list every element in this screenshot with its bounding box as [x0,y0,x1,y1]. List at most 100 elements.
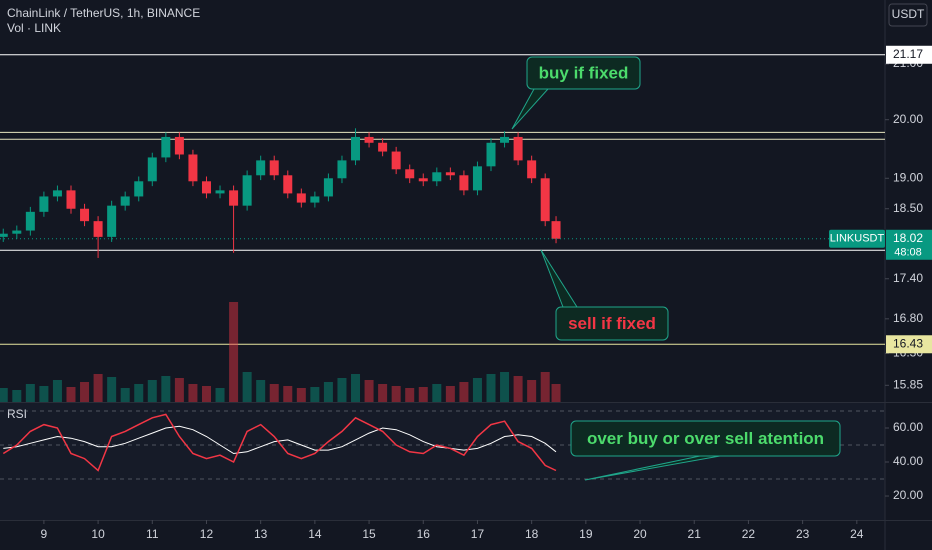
volume-bar [12,390,22,402]
candle-body [93,221,103,237]
candle-body [551,221,561,239]
candle-body [500,136,510,143]
volume-bar [256,380,266,402]
x-tick-label: 13 [254,527,268,541]
volume-bar [391,386,401,402]
volume-bar [161,376,171,402]
volume-bar [107,377,117,402]
rsi-tick-label: 60.00 [893,420,923,434]
volume-bar [283,386,293,402]
candle-body [134,181,144,197]
volume-bar [445,386,455,402]
volume-bar [174,378,184,402]
candle-body [256,160,266,176]
volume-bar [540,372,550,402]
currency-button[interactable] [888,3,928,27]
volume-bar [242,372,252,402]
candle-body [486,142,496,167]
volume-bar [337,378,347,402]
countdown: 48:08 [894,247,922,259]
volume-bar [25,384,35,402]
candle-body [527,160,537,179]
callout-text: buy if fixed [539,63,629,82]
rsi-values [2,413,557,472]
candle-body [391,151,401,170]
x-tick-label: 22 [742,527,756,541]
candle-body [445,172,455,176]
x-tick-label: 16 [417,527,431,541]
level-label-bg [886,45,932,64]
last-price-bg [886,229,932,260]
candle-body [25,211,35,231]
candle-body [405,169,415,179]
volume-bar [418,387,428,402]
symbol-label-bg [829,229,885,248]
volume-bar [296,388,306,402]
rsi-tick-label: 40.00 [893,454,923,468]
candle-body [513,136,523,161]
volume-bar [120,388,130,402]
x-tick-label: 21 [688,527,702,541]
level-label: 16.43 [893,336,923,350]
x-tick-label: 10 [91,527,105,541]
volume-bar [472,378,482,402]
x-tick-label: 15 [362,527,376,541]
candle-body [12,230,22,234]
y-tick-label: 20.00 [893,112,923,126]
volume-bar [351,374,361,402]
candle-body [364,136,374,143]
y-tick-label: 17.40 [893,271,923,285]
callout-box [570,420,841,457]
level-label: 21.17 [893,47,923,61]
callout-box [526,56,641,90]
y-tick-label: 19.00 [893,170,923,184]
candle-body [540,178,550,222]
x-tick-label: 9 [41,527,48,541]
volume-bar [432,384,442,402]
x-tick-label: 12 [200,527,214,541]
volume-bar [188,384,198,402]
last-price-label: 18.02 [893,231,923,245]
volume-bar [52,380,62,402]
x-tick-label: 18 [525,527,539,541]
x-tick-label: 20 [633,527,647,541]
volume-bar [310,387,320,402]
rsi-title: RSI [7,407,27,421]
volume-bar [201,386,211,402]
volume-bar [66,387,76,402]
currency[interactable]: USDT [892,7,925,21]
volume-bar [215,388,225,402]
volume-bar [527,380,537,402]
candle-body [432,172,442,182]
candle-body [269,160,279,176]
candle-body [174,136,184,155]
candle-body [161,136,171,158]
x-tick-label: 19 [579,527,593,541]
x-tick-label: 17 [471,527,485,541]
x-tick-label: 23 [796,527,810,541]
callout-box [555,306,669,341]
candle-body [283,175,293,194]
candle-body [296,193,306,203]
candle-body [80,208,90,222]
volume-bar [39,386,49,402]
volume-bar [80,382,90,402]
candle-body [66,190,76,209]
candle-body [323,178,333,197]
candle-body [418,178,428,182]
volume-title: Vol · LINK [7,21,61,35]
candle-body [459,175,469,191]
candle-body [215,190,225,194]
candle-body [147,157,157,182]
x-tick-label: 11 [146,527,159,541]
candle-body [107,205,117,237]
volume-bar [551,384,561,402]
candle-body [188,154,198,182]
candle-body [378,142,388,152]
x-tick-label: 24 [850,527,864,541]
volume-bar [229,302,239,402]
candle-body [201,181,211,194]
volume-bar [486,374,496,402]
volume-bar [500,372,510,402]
